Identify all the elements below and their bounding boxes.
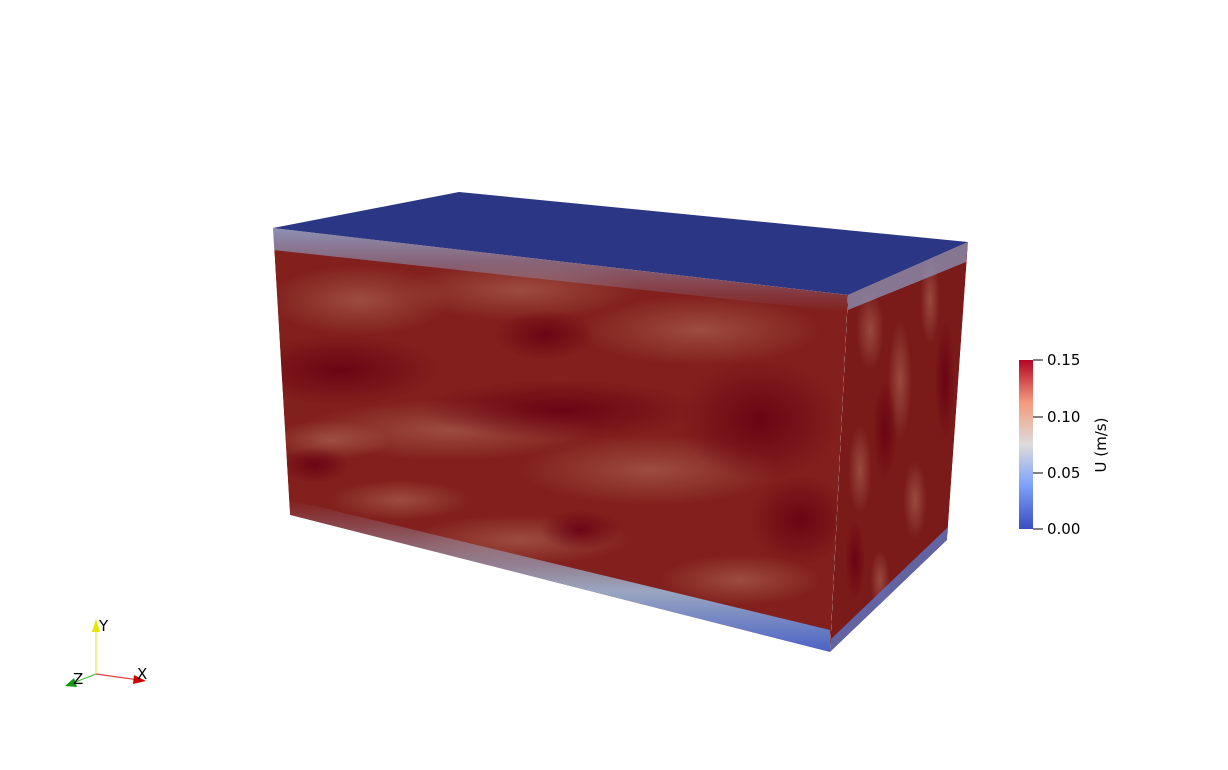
colorbar-tick-label: 0.10 <box>1047 408 1080 426</box>
orientation-axes[interactable]: Y X Z <box>65 617 147 688</box>
front-face <box>273 228 848 652</box>
x-axis-label: X <box>137 665 147 683</box>
x-axis-arrow <box>133 675 146 684</box>
z-axis-line <box>72 673 97 684</box>
x-axis-line <box>95 673 140 681</box>
y-axis-arrow <box>92 619 100 632</box>
colorbar-tick-label: 0.05 <box>1047 464 1080 482</box>
top-face <box>273 192 968 295</box>
colorbar-tick-label: 0.00 <box>1047 520 1080 538</box>
colorbar-tick-label: 0.15 <box>1047 351 1080 369</box>
z-axis-label: Z <box>73 670 83 688</box>
colorbar-title: U (m/s) <box>1092 418 1110 473</box>
colorbar: 0.15 0.10 0.05 0.00 U (m/s) <box>1019 351 1110 538</box>
side-face <box>830 242 968 652</box>
y-axis-label: Y <box>98 617 109 635</box>
z-axis-arrow <box>65 678 77 687</box>
colorbar-gradient <box>1019 360 1033 529</box>
colorbar-ticks <box>1033 359 1043 530</box>
